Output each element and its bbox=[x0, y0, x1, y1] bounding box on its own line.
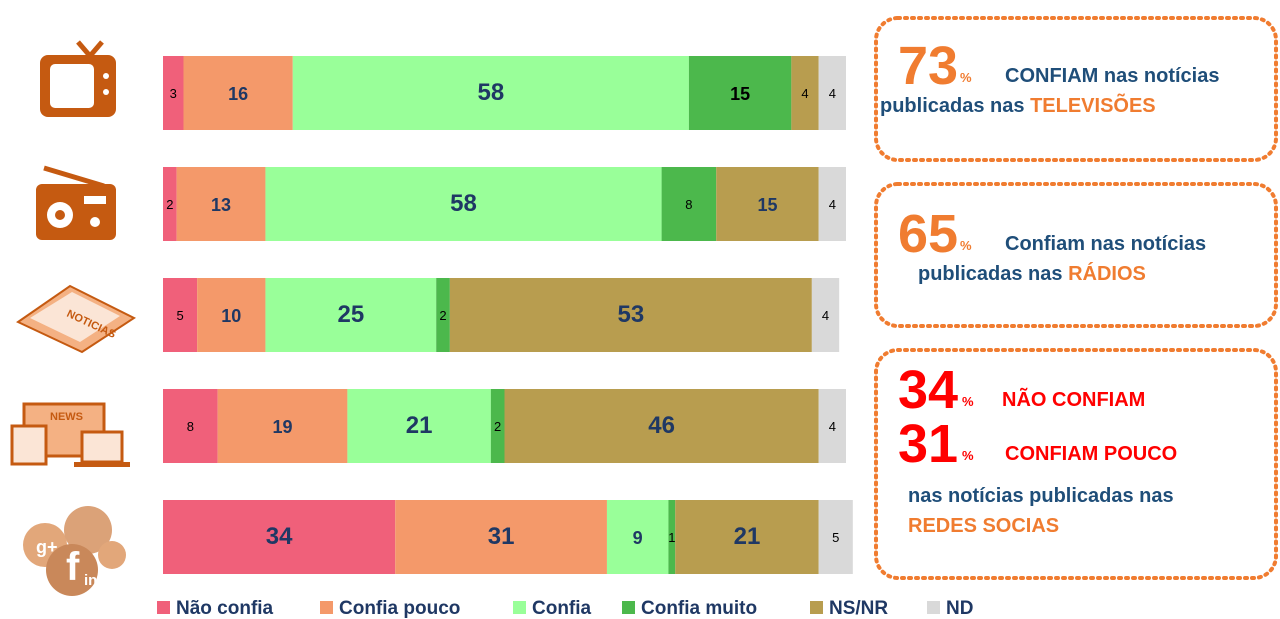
legend-swatch bbox=[513, 601, 526, 614]
value-label: 9 bbox=[633, 528, 643, 548]
callout-number: 31 bbox=[898, 414, 958, 474]
social-icon: f g+ in bbox=[23, 506, 126, 596]
value-label: 10 bbox=[221, 306, 241, 326]
value-label: 19 bbox=[273, 417, 293, 437]
callout-text: CONFIAM POUCO bbox=[1005, 443, 1177, 465]
callout-line2: publicadas nas bbox=[880, 95, 1025, 117]
callout-text: Confiam nas notícias bbox=[1005, 233, 1206, 255]
legend-label: Confia bbox=[532, 598, 592, 619]
value-label: 2 bbox=[494, 419, 501, 434]
callout-line2: publicadas nas bbox=[918, 263, 1063, 285]
callout-number: 65 bbox=[898, 204, 958, 264]
legend-label: ND bbox=[946, 598, 973, 619]
callout-line2: nas notícias publicadas nas bbox=[908, 485, 1174, 507]
callout-line: publicadas nas TELEVISÕES bbox=[880, 93, 1156, 117]
callout-text: NÃO CONFIAM bbox=[1002, 388, 1145, 411]
value-label: 4 bbox=[801, 86, 808, 101]
legend-swatch bbox=[320, 601, 333, 614]
callout-unit: % bbox=[960, 238, 972, 253]
callout-number: 73 bbox=[898, 36, 958, 96]
value-label: 2 bbox=[166, 197, 173, 212]
value-label: 3 bbox=[170, 86, 177, 101]
value-label: 16 bbox=[228, 84, 248, 104]
value-label: 8 bbox=[685, 197, 692, 212]
legend-label: Confia pouco bbox=[339, 598, 460, 619]
callout-unit: % bbox=[960, 70, 972, 85]
newspaper-icon: NOTICIAS bbox=[18, 286, 134, 352]
value-label: 58 bbox=[477, 79, 504, 106]
value-label: 1 bbox=[668, 530, 675, 545]
radio-icon bbox=[36, 168, 116, 240]
callout-unit: % bbox=[962, 394, 974, 409]
svg-text:f: f bbox=[66, 545, 80, 589]
value-label: 5 bbox=[832, 530, 839, 545]
value-label: 8 bbox=[187, 419, 194, 434]
value-label: 53 bbox=[618, 301, 645, 328]
legend-swatch bbox=[810, 601, 823, 614]
callout-highlight: REDES SOCIAS bbox=[908, 515, 1059, 537]
callout-highlight: RÁDIOS bbox=[1068, 262, 1146, 285]
tv-icon bbox=[40, 42, 116, 117]
value-label: 46 bbox=[648, 412, 675, 439]
value-label: 31 bbox=[488, 523, 515, 550]
legend-swatch bbox=[622, 601, 635, 614]
callout-text: CONFIAM nas notícias bbox=[1005, 65, 1219, 87]
value-label: 15 bbox=[757, 195, 777, 215]
value-label: 13 bbox=[211, 195, 231, 215]
callout-line: publicadas nas RÁDIOS bbox=[918, 262, 1146, 285]
svg-text:g+: g+ bbox=[36, 537, 58, 557]
devices-icon: NEWS bbox=[12, 404, 130, 467]
value-label: 21 bbox=[734, 523, 761, 550]
value-label: 15 bbox=[730, 84, 750, 104]
legend-label: Confia muito bbox=[641, 598, 757, 619]
callout-number: 34 bbox=[898, 360, 958, 420]
value-label: 4 bbox=[829, 86, 836, 101]
value-label: 4 bbox=[829, 419, 836, 434]
chart: NOTICIAS NEWS f g+ in 73 % CONFIAM nas n… bbox=[0, 0, 1280, 619]
svg-text:NEWS: NEWS bbox=[50, 411, 83, 423]
value-label: 5 bbox=[176, 308, 183, 323]
legend-swatch bbox=[157, 601, 170, 614]
value-label: 21 bbox=[406, 412, 433, 439]
svg-text:in: in bbox=[84, 572, 97, 589]
value-label: 2 bbox=[439, 308, 446, 323]
value-label: 4 bbox=[822, 308, 829, 323]
callout-highlight: TELEVISÕES bbox=[1030, 93, 1156, 117]
value-label: 25 bbox=[337, 301, 364, 328]
value-label: 4 bbox=[829, 197, 836, 212]
legend-label: Não confia bbox=[176, 598, 274, 619]
value-label: 58 bbox=[450, 190, 477, 217]
legend-label: NS/NR bbox=[829, 598, 888, 619]
callout-unit: % bbox=[962, 448, 974, 463]
value-label: 34 bbox=[266, 523, 293, 550]
legend-swatch bbox=[927, 601, 940, 614]
